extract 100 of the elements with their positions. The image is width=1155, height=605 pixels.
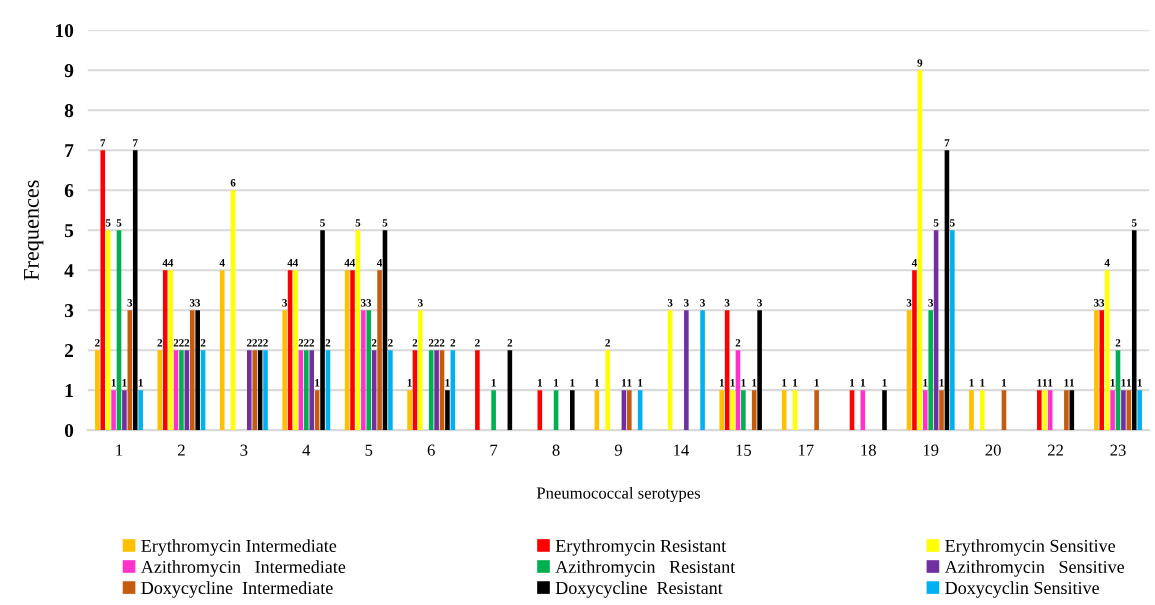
bar xyxy=(418,310,423,431)
x-tick-label: 6 xyxy=(427,444,435,456)
bar xyxy=(95,350,100,431)
data-label: 1 xyxy=(1002,379,1007,387)
legend-label: Doxycycline Intermediate xyxy=(141,581,333,598)
bar xyxy=(168,270,173,431)
data-label: 1 xyxy=(1110,379,1115,387)
data-label: 3 xyxy=(667,299,673,307)
data-label: 3 xyxy=(928,299,934,307)
y-tick-label: 7 xyxy=(65,144,74,157)
x-tick-label: 22 xyxy=(1047,444,1063,456)
data-label: 2 xyxy=(263,339,268,347)
x-tick-label: 3 xyxy=(240,444,248,456)
bar xyxy=(1131,230,1137,431)
bar xyxy=(361,310,366,431)
bar xyxy=(263,350,268,431)
data-label: 1 xyxy=(138,379,143,387)
data-label: 1 xyxy=(570,379,575,387)
bar xyxy=(293,270,298,431)
bar xyxy=(922,390,928,431)
bar xyxy=(1037,390,1042,431)
bar xyxy=(928,310,933,431)
bar xyxy=(309,350,315,431)
y-tick-label: 3 xyxy=(64,304,74,318)
data-label: 1 xyxy=(1126,379,1132,387)
data-label: 3 xyxy=(195,299,201,307)
legend-label: Azithromycin Resistant xyxy=(555,560,736,577)
bar xyxy=(219,270,225,431)
bar xyxy=(366,310,372,431)
data-label: 4 xyxy=(376,259,383,267)
data-label: 2 xyxy=(434,339,439,347)
bar xyxy=(1099,310,1105,431)
data-label: 1 xyxy=(1048,379,1053,387)
x-tick-label: 14 xyxy=(674,444,690,456)
x-tick-label: 19 xyxy=(923,444,939,456)
data-label: 1 xyxy=(622,379,627,387)
data-label: 1 xyxy=(627,379,632,387)
bar xyxy=(684,310,689,431)
data-label: 1 xyxy=(730,379,735,387)
data-label: 5 xyxy=(382,219,388,227)
data-label: 1 xyxy=(554,379,559,387)
bar xyxy=(350,270,355,431)
bar xyxy=(700,310,705,431)
x-tick-label: 15 xyxy=(736,444,752,456)
bar xyxy=(751,390,757,431)
data-label: 4 xyxy=(349,259,356,267)
x-tick-label: 2 xyxy=(178,444,185,456)
data-label: 3 xyxy=(906,299,912,307)
y-tick-label: 6 xyxy=(64,184,74,198)
legend-label: Azithromycin Intermediate xyxy=(140,560,346,577)
data-label: 2 xyxy=(246,339,252,347)
data-label: 3 xyxy=(189,299,195,307)
x-tick-label: 17 xyxy=(798,444,814,456)
data-label: 4 xyxy=(162,259,168,267)
data-label: 5 xyxy=(105,219,111,227)
bar xyxy=(627,390,632,431)
data-label: 3 xyxy=(724,299,730,307)
y-tick-label: 2 xyxy=(64,344,74,357)
data-label: 1 xyxy=(122,379,127,387)
data-label: 2 xyxy=(309,339,315,347)
data-label: 2 xyxy=(450,339,456,347)
x-axis-title: Pneumococcal serotypes xyxy=(536,486,701,503)
data-label: 5 xyxy=(950,219,955,227)
data-label: 2 xyxy=(412,339,418,347)
data-label: 1 xyxy=(315,379,320,387)
data-label: 2 xyxy=(95,339,100,347)
bar xyxy=(282,310,287,431)
data-label: 2 xyxy=(439,339,445,347)
data-label: 2 xyxy=(388,339,393,347)
data-label: 1 xyxy=(719,379,724,387)
bar xyxy=(377,270,382,431)
y-tick-label: 4 xyxy=(64,264,74,277)
data-label: 2 xyxy=(157,339,163,347)
bar xyxy=(138,390,143,431)
data-label: 3 xyxy=(127,299,133,307)
data-label: 5 xyxy=(1131,219,1137,227)
data-label: 1 xyxy=(793,379,798,387)
data-label: 1 xyxy=(923,379,928,387)
data-label: 2 xyxy=(184,339,190,347)
data-label: 3 xyxy=(1094,299,1099,307)
y-tick-label: 10 xyxy=(56,24,74,38)
data-label: 1 xyxy=(980,379,985,387)
data-label: 4 xyxy=(911,259,918,267)
y-tick-label: 8 xyxy=(64,104,74,118)
bar xyxy=(757,310,762,431)
data-label: 1 xyxy=(782,379,787,387)
bar xyxy=(100,150,106,431)
data-label: 1 xyxy=(939,379,944,387)
bar xyxy=(1064,390,1069,431)
data-label: 5 xyxy=(116,219,122,227)
bar xyxy=(189,310,195,431)
data-label: 7 xyxy=(100,139,106,147)
data-label: 5 xyxy=(933,219,939,227)
bar xyxy=(1094,310,1099,431)
bar xyxy=(434,350,439,431)
bar xyxy=(719,390,725,431)
data-label: 5 xyxy=(320,219,325,227)
x-tick-label: 1 xyxy=(116,444,123,456)
bar xyxy=(132,150,138,431)
bar xyxy=(111,390,116,431)
